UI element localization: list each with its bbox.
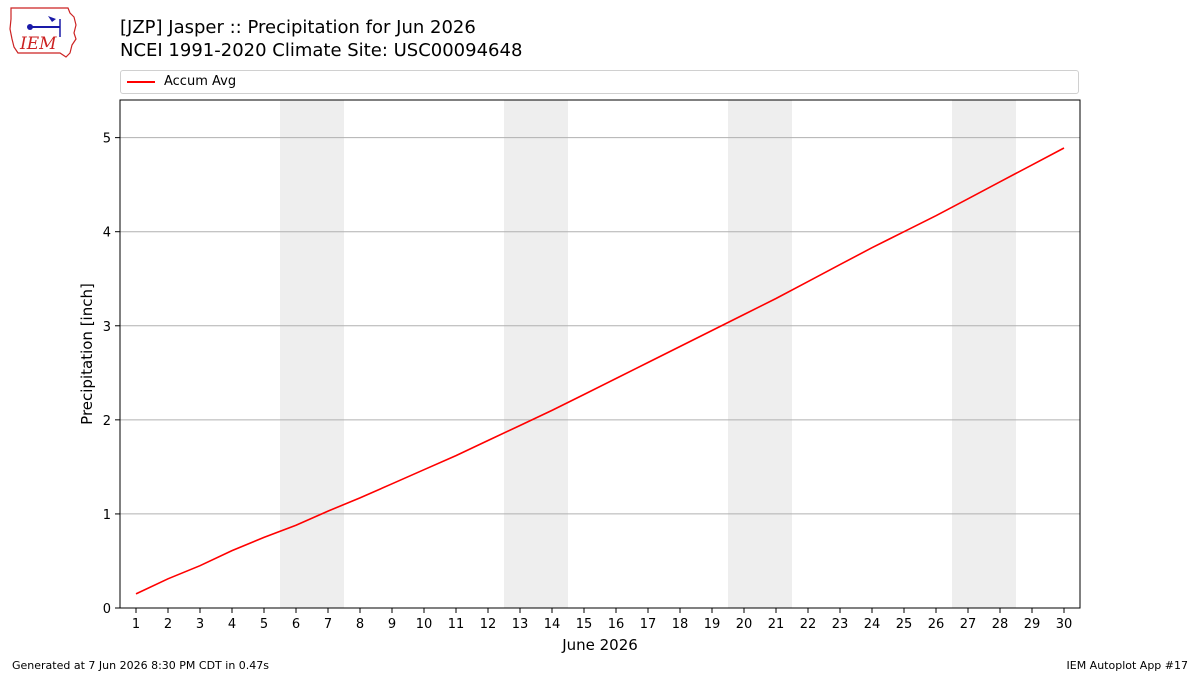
x-tick-label: 1 xyxy=(132,617,140,632)
x-tick-label: 24 xyxy=(864,617,881,632)
x-tick-label: 28 xyxy=(992,617,1009,632)
series-line-accum-avg xyxy=(135,147,1065,595)
y-tick-label: 0 xyxy=(103,602,111,617)
x-tick-label: 14 xyxy=(544,617,561,632)
plot-frame xyxy=(119,99,1081,609)
x-tick-label: 13 xyxy=(512,617,529,632)
weekend-shade xyxy=(280,100,344,608)
x-tick-label: 30 xyxy=(1056,617,1073,632)
y-tick-label: 2 xyxy=(103,414,111,429)
weekend-shade xyxy=(728,100,792,608)
x-tick-label: 27 xyxy=(960,617,977,632)
x-tick-label: 9 xyxy=(388,617,396,632)
x-tick-label: 21 xyxy=(768,617,785,632)
weather-vane-hub xyxy=(27,24,33,30)
x-tick-label: 20 xyxy=(736,617,753,632)
x-tick-label: 23 xyxy=(832,617,849,632)
x-tick-label: 25 xyxy=(896,617,913,632)
x-tick-label: 5 xyxy=(260,617,268,632)
x-tick-label: 7 xyxy=(324,617,332,632)
iem-logo: IEM xyxy=(9,7,77,58)
x-axis-label: June 2026 xyxy=(561,636,638,654)
y-tick-label: 5 xyxy=(103,132,111,147)
x-tick-label: 8 xyxy=(356,617,364,632)
x-tick-label: 29 xyxy=(1024,617,1041,632)
x-tick-label: 22 xyxy=(800,617,817,632)
weekend-shade xyxy=(952,100,1016,608)
y-tick-label: 1 xyxy=(103,508,111,523)
footer-app: IEM Autoplot App #17 xyxy=(1066,659,1189,672)
x-tick-label: 19 xyxy=(704,617,721,632)
y-tick-label: 4 xyxy=(103,226,111,241)
y-tick-label: 3 xyxy=(103,320,111,335)
x-tick-label: 26 xyxy=(928,617,945,632)
x-tick-label: 12 xyxy=(480,617,497,632)
weekend-shade xyxy=(504,100,568,608)
legend-swatch-accum-avg xyxy=(127,81,155,83)
x-tick-label: 11 xyxy=(448,617,465,632)
x-tick-label: 15 xyxy=(576,617,593,632)
x-tick-label: 17 xyxy=(640,617,657,632)
x-tick-label: 16 xyxy=(608,617,625,632)
x-tick-label: 6 xyxy=(292,617,300,632)
footer-generated: Generated at 7 Jun 2026 8:30 PM CDT in 0… xyxy=(12,659,270,672)
weather-vane-tail xyxy=(48,16,56,22)
chart-title: [JZP] Jasper :: Precipitation for Jun 20… xyxy=(120,17,476,38)
x-tick-label: 10 xyxy=(416,617,433,632)
logo-text: IEM xyxy=(19,34,57,54)
x-tick-label: 4 xyxy=(228,617,236,632)
legend-label-accum-avg: Accum Avg xyxy=(164,74,237,89)
x-tick-label: 2 xyxy=(164,617,172,632)
chart-subtitle: NCEI 1991-2020 Climate Site: USC00094648 xyxy=(120,40,523,61)
iowa-outline xyxy=(9,7,77,58)
y-axis-label: Precipitation [inch] xyxy=(78,283,96,425)
x-tick-label: 18 xyxy=(672,617,689,632)
x-tick-label: 3 xyxy=(196,617,204,632)
legend: Accum Avg xyxy=(120,70,1079,94)
